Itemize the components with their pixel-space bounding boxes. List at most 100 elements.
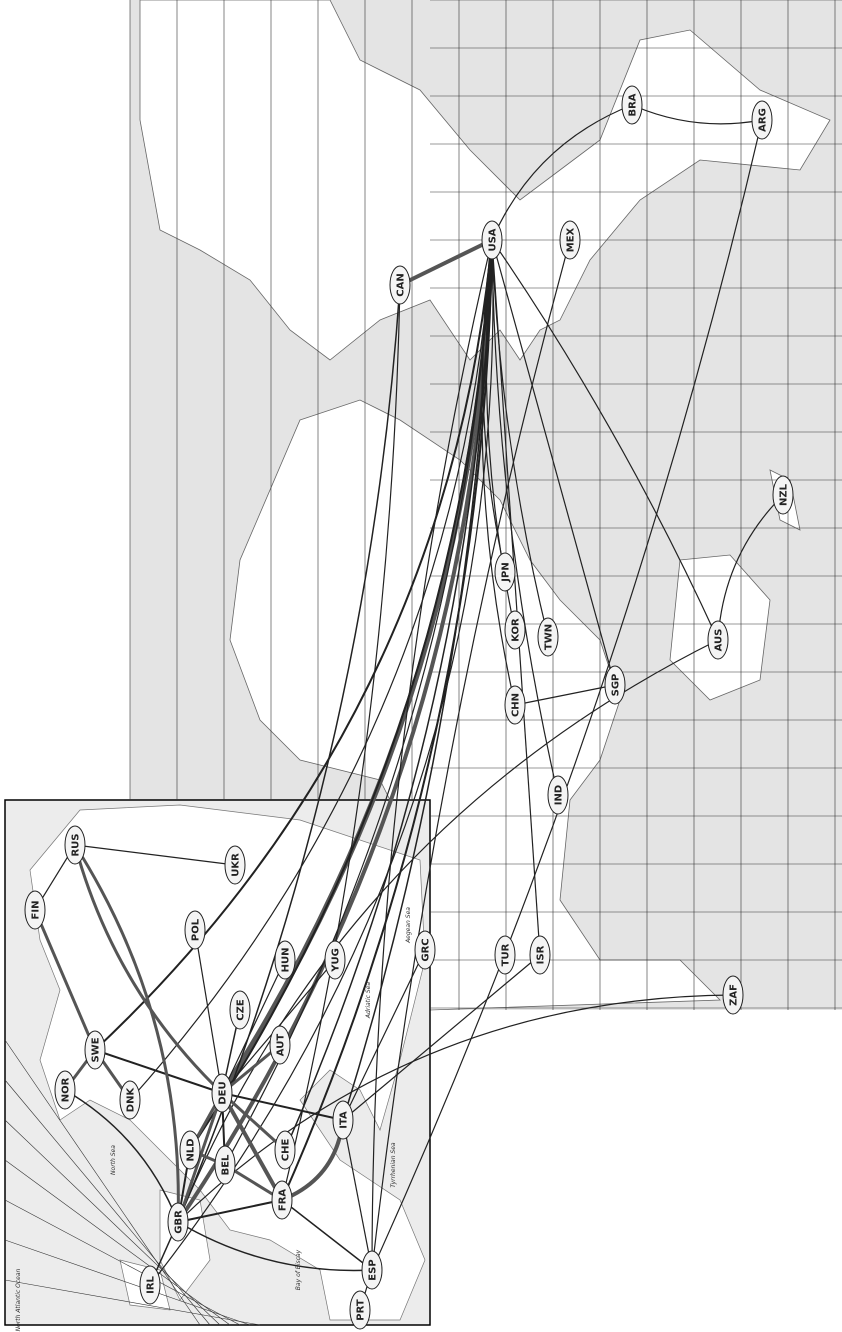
country: TWN [537, 617, 559, 657]
country: SWE [84, 1030, 106, 1070]
flow-line [491, 239, 549, 638]
flow-line [149, 239, 494, 1286]
country-label: YUG [331, 948, 342, 973]
country-label: FRA [278, 1189, 289, 1212]
country: BRA [621, 85, 643, 125]
flow-line [491, 239, 559, 796]
country-marker [229, 990, 251, 1030]
flow-line [491, 104, 633, 241]
meridian [4, 1159, 231, 1326]
country-marker [722, 975, 744, 1015]
country-marker [414, 930, 436, 970]
country: PRT [349, 1290, 371, 1330]
country: ZAF [722, 975, 744, 1015]
country-marker [707, 620, 729, 660]
country-marker [504, 685, 526, 725]
meridian [4, 1279, 261, 1326]
flow-line [73, 844, 224, 1095]
country: IRL [139, 1265, 161, 1305]
country: FRA [271, 1180, 293, 1220]
country-label: SGP [611, 674, 622, 697]
flow-line [342, 949, 426, 1121]
sea-label: North Atlantic Ocean [15, 1268, 22, 1331]
meridian [4, 1119, 221, 1326]
meridian [4, 1239, 251, 1326]
flow-line [94, 239, 493, 1051]
country-marker [494, 552, 516, 592]
country-label: RUS [71, 833, 82, 856]
country-marker [84, 1030, 106, 1070]
flow-line [74, 844, 236, 866]
flow-line [224, 239, 493, 1166]
country-marker [139, 1265, 161, 1305]
country: NLD [179, 1130, 201, 1170]
flow-line [514, 684, 616, 706]
flow-line [371, 239, 571, 1271]
country: POL [184, 910, 206, 950]
country-marker [54, 1070, 76, 1110]
country-marker [167, 1202, 189, 1242]
country-label: CZE [236, 999, 247, 1021]
flow-line [33, 909, 97, 1051]
country: CHE [274, 1130, 296, 1170]
flow-line [177, 1221, 373, 1272]
sea-labels: North Atlantic Ocean North Sea Bay of Bisc… [15, 907, 412, 1332]
country: JPN [494, 552, 516, 592]
country-marker [529, 935, 551, 975]
country-marker [271, 1180, 293, 1220]
country-marker [24, 890, 46, 930]
country-marker [184, 910, 206, 950]
sea-label: Tyrrhenian Sea [390, 1142, 397, 1187]
flow-line [281, 239, 493, 1201]
country: ARG [751, 100, 773, 140]
country-label: NOR [61, 1077, 72, 1102]
country-marker [349, 1290, 371, 1330]
country: HUN [274, 940, 296, 980]
country-label: BRA [628, 93, 639, 116]
country-label: CAN [396, 273, 407, 296]
flow-line [177, 994, 734, 1223]
meridian [4, 1079, 211, 1326]
country-marker [559, 220, 581, 260]
country-marker [604, 665, 626, 705]
country-label: AUT [276, 1034, 287, 1057]
sea-label: Aegean Sea [405, 907, 412, 944]
country: RUS [64, 825, 86, 865]
flow-line [194, 929, 223, 1094]
flow-line [491, 239, 719, 641]
country-label: TWN [544, 624, 555, 650]
country: GRC [414, 930, 436, 970]
country-label: DEU [218, 1081, 229, 1104]
flow-line [491, 239, 541, 956]
flow-line [73, 844, 180, 1223]
country-label: KOR [511, 618, 522, 642]
country-marker [772, 475, 794, 515]
country-label: ARG [758, 108, 769, 132]
countries: BRA ARG USA MEX CAN JPN KOR TWN NZL AUS SGP CHN IND T… [24, 85, 794, 1330]
meridian [4, 1199, 241, 1326]
country-marker [537, 617, 559, 657]
country-marker [119, 1080, 141, 1120]
country: AUS [707, 620, 729, 660]
country-label: HUN [281, 948, 292, 973]
country: AUT [269, 1025, 291, 1065]
country-label: GRC [421, 938, 432, 961]
sea-label: North Sea [110, 1145, 117, 1175]
country-marker [494, 935, 516, 975]
flow-line [64, 1089, 179, 1223]
country-marker [324, 940, 346, 980]
country-label: CHE [281, 1139, 292, 1162]
flow-line [94, 1049, 223, 1094]
flow-line [717, 494, 784, 641]
country-label: ZAF [729, 984, 740, 1006]
country: DNK [119, 1080, 141, 1120]
country: ITA [332, 1100, 354, 1140]
country-label: IRL [146, 1275, 157, 1293]
country-label: USA [488, 228, 499, 251]
country-label: AUS [714, 629, 725, 652]
country-marker [751, 100, 773, 140]
country: CAN [389, 265, 411, 305]
country-label: IND [554, 785, 565, 805]
country-label: NZL [779, 483, 790, 506]
